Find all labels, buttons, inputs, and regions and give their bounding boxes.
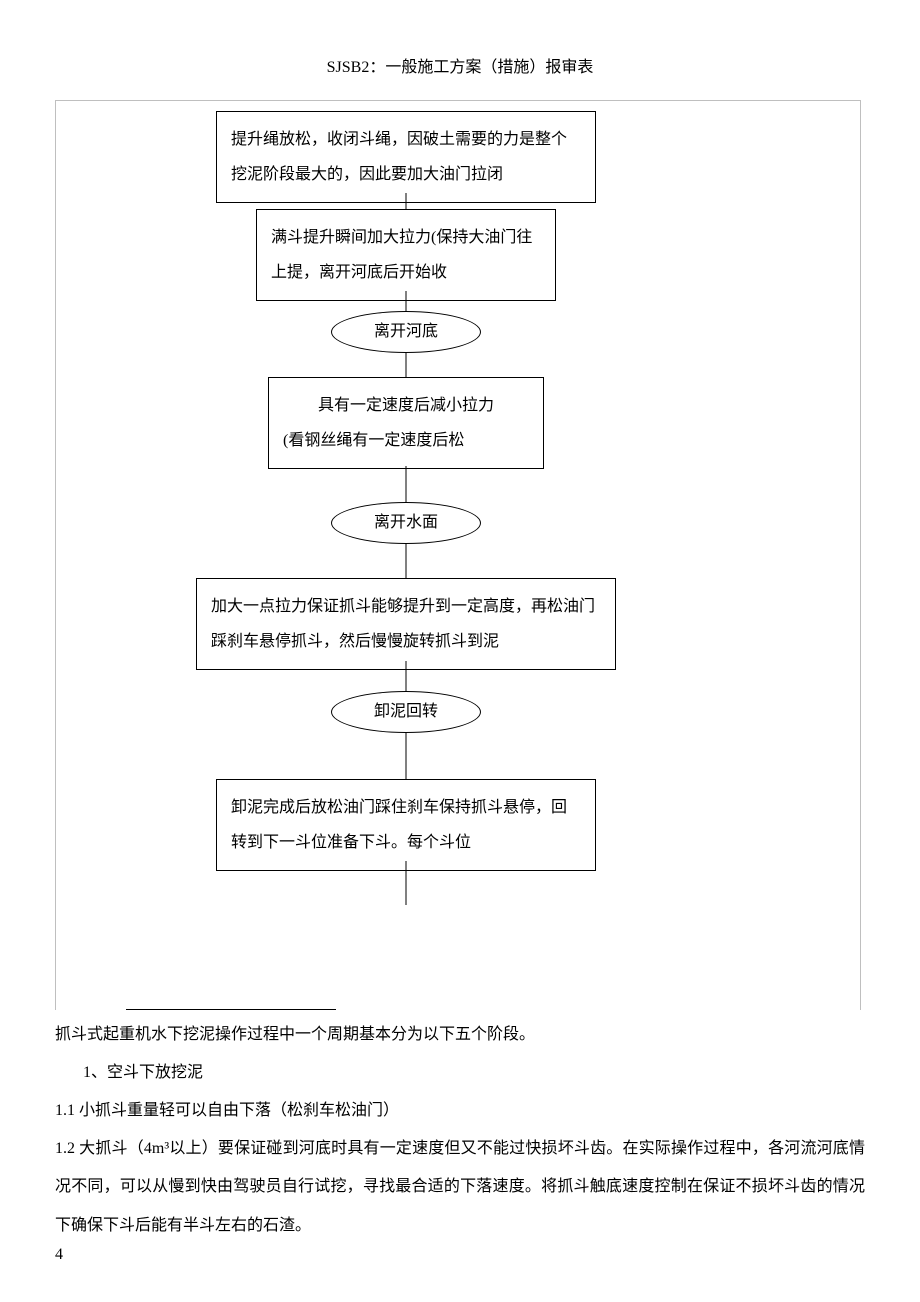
connector-8 [406,861,407,905]
flow-box-3-line1: 具有一定速度后减小拉力 [283,388,529,423]
flow-ellipse-1-text: 离开河底 [374,314,438,349]
flow-box-5-text: 卸泥完成后放松油门踩住刹车保持抓斗悬停，回转到下一斗位准备下斗。每个斗位 [231,799,567,851]
flow-box-3: 具有一定速度后减小拉力 (看钢丝绳有一定速度后松 [268,377,544,469]
body-paragraph-4: 1.2 大抓斗（4m³以上）要保证碰到河底时具有一定速度但又不能过快损坏斗齿。在… [55,1130,865,1245]
body-paragraph-3: 1.1 小抓斗重量轻可以自由下落（松刹车松油门） [55,1092,865,1130]
connector-3 [406,353,407,377]
flow-box-4: 加大一点拉力保证抓斗能够提升到一定高度，再松油门踩刹车悬停抓斗，然后慢慢旋转抓斗… [196,578,616,670]
flow-box-2: 满斗提升瞬间加大拉力(保持大油门往上提，离开河底后开始收 [256,209,556,301]
connector-6 [406,661,407,691]
flow-box-4-text: 加大一点拉力保证抓斗能够提升到一定高度，再松油门踩刹车悬停抓斗，然后慢慢旋转抓斗… [211,598,595,650]
body-paragraph-1: 抓斗式起重机水下挖泥操作过程中一个周期基本分为以下五个阶段。 [55,1016,865,1054]
page-header: SJSB2：一般施工方案（措施）报审表 [0,0,920,85]
flow-ellipse-2: 离开水面 [331,502,481,544]
body-paragraph-2: 1、空斗下放挖泥 [55,1054,865,1092]
body-p1-text: 抓斗式起重机水下挖泥操作过程中一个周期基本分为以下五个阶段。 [55,1026,535,1043]
flow-box-2-text: 满斗提升瞬间加大拉力(保持大油门往上提，离开河底后开始收 [271,229,532,281]
flow-box-1-text: 提升绳放松，收闭斗绳，因破土需要的力是整个挖泥阶段最大的，因此要加大油门拉闭 [231,131,567,183]
page-number-text: 4 [55,1246,63,1263]
flow-ellipse-3: 卸泥回转 [331,691,481,733]
connector-2 [406,291,407,311]
flow-ellipse-2-text: 离开水面 [374,505,438,540]
body-p3-text: 1.1 小抓斗重量轻可以自由下落（松刹车松油门） [55,1102,399,1119]
flow-box-5: 卸泥完成后放松油门踩住刹车保持抓斗悬停，回转到下一斗位准备下斗。每个斗位 [216,779,596,871]
flow-box-1: 提升绳放松，收闭斗绳，因破土需要的力是整个挖泥阶段最大的，因此要加大油门拉闭 [216,111,596,203]
page-number: 4 [55,1237,63,1272]
connector-4 [406,466,407,502]
flow-box-3-line2: (看钢丝绳有一定速度后松 [283,423,529,458]
body-p2-text: 1、空斗下放挖泥 [83,1064,203,1081]
connector-1 [406,193,407,209]
flowchart-frame: 提升绳放松，收闭斗绳，因破土需要的力是整个挖泥阶段最大的，因此要加大油门拉闭 满… [55,100,861,1010]
connector-7 [406,733,407,779]
flow-ellipse-3-text: 卸泥回转 [374,694,438,729]
flow-ellipse-1: 离开河底 [331,311,481,353]
connector-5 [406,544,407,578]
bottom-stub-line [126,1009,336,1010]
body-p4-text: 1.2 大抓斗（4m³以上）要保证碰到河底时具有一定速度但又不能过快损坏斗齿。在… [55,1140,865,1234]
header-title: SJSB2：一般施工方案（措施）报审表 [327,59,594,76]
